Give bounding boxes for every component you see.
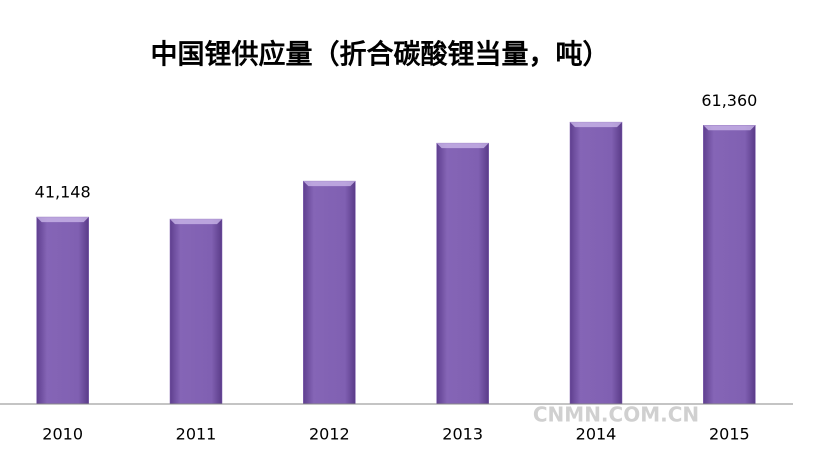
x-tick-label: 2012: [309, 425, 350, 444]
bar: [569, 121, 623, 405]
bar-bevel: [36, 217, 89, 223]
bar-bevel: [303, 181, 356, 187]
bar: [703, 125, 756, 405]
bar-bevel: [170, 219, 222, 225]
x-tick-label: 2015: [709, 425, 750, 444]
data-label: 61,360: [701, 91, 757, 110]
bar: [36, 216, 89, 405]
x-tick-label: 2013: [442, 425, 483, 444]
x-tick-label: 2010: [42, 425, 83, 444]
watermark: CNMN.COM.CN: [533, 403, 699, 427]
bar-bevel: [703, 125, 756, 131]
bar: [169, 218, 223, 405]
x-tick-label: 2011: [176, 425, 217, 444]
chart-title: 中国锂供应量（折合碳酸锂当量，吨）: [151, 39, 610, 71]
bar: [436, 142, 489, 405]
data-label: 41,148: [35, 183, 91, 202]
bar-bevel: [436, 143, 489, 149]
bar-bevel: [570, 122, 622, 128]
bar: [303, 180, 356, 405]
x-tick-label: 2014: [576, 425, 617, 444]
